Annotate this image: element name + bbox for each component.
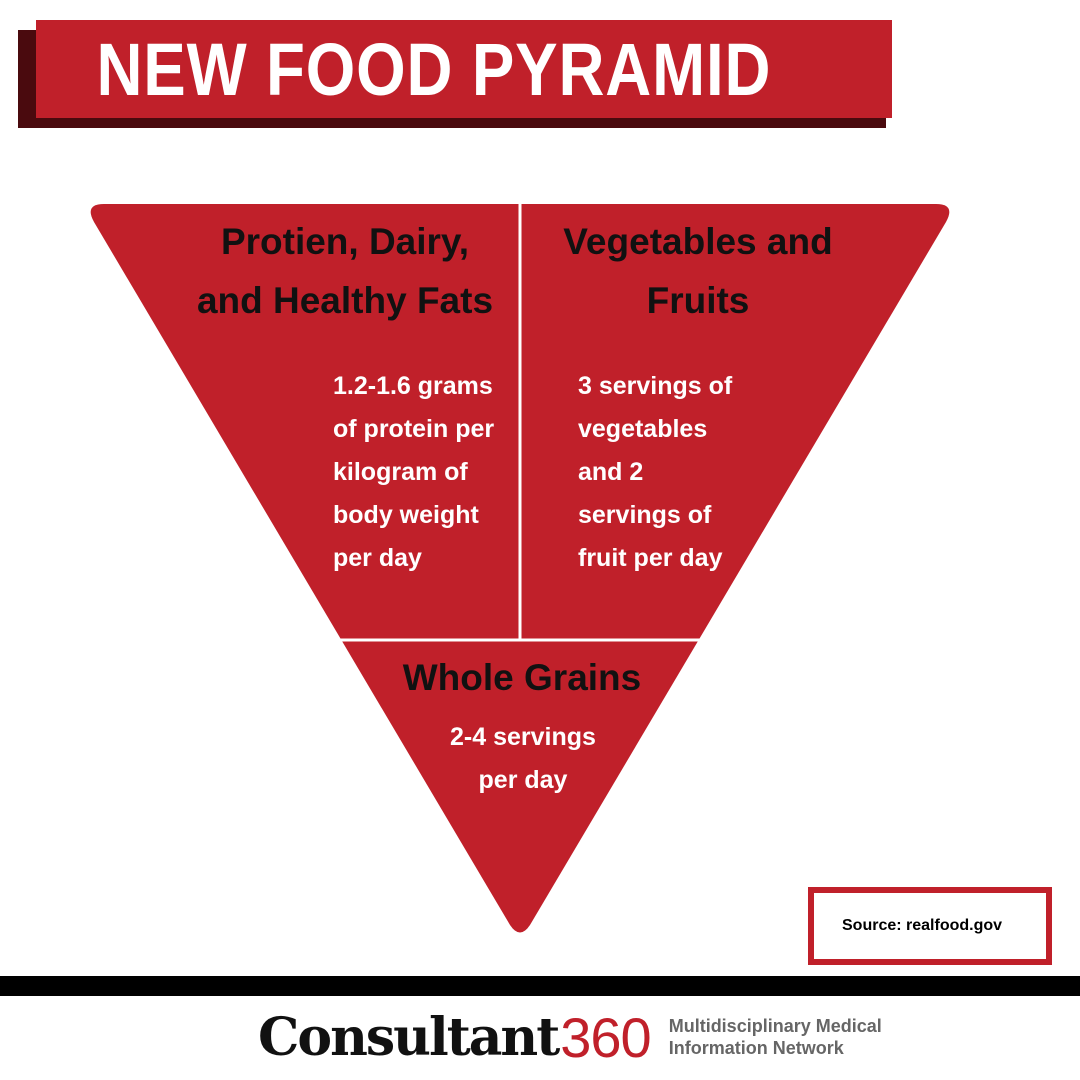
detail-line: per day <box>333 544 422 572</box>
section-whole-grains-detail: 2-4 servings per day <box>423 716 623 802</box>
label-line: and Healthy Fats <box>196 280 494 321</box>
section-vegetables-fruits-label: Vegetables and Fruits <box>548 212 848 330</box>
label-line: Vegetables and <box>563 221 833 262</box>
section-protein-dairy-fats-label: Protien, Dairy, and Healthy Fats <box>180 212 510 330</box>
section-protein-dairy-fats-detail: 1.2-1.6 grams of protein per kilogram of… <box>333 365 494 580</box>
detail-line: 3 servings of <box>578 372 733 400</box>
footer-divider-bar <box>0 976 1080 996</box>
title-banner <box>36 20 892 118</box>
brand-logo: Consultant 360 Multidisciplinary Medical… <box>258 1005 882 1069</box>
page-title: NEW FOOD PYRAMID <box>96 27 772 111</box>
detail-line: servings of <box>578 501 712 529</box>
tagline-line: Information Network <box>668 1038 844 1058</box>
detail-line: body weight <box>333 501 479 529</box>
source-box: Source: realfood.gov <box>808 887 1052 965</box>
detail-line: kilogram of <box>333 458 468 486</box>
detail-line: 1.2-1.6 grams <box>333 372 493 400</box>
brand-name: Consultant <box>258 1006 560 1068</box>
label-line: Fruits <box>646 280 750 321</box>
brand-tagline: Multidisciplinary Medical Information Ne… <box>669 1015 882 1059</box>
source-text: Source: realfood.gov <box>842 917 1003 934</box>
section-whole-grains-label: Whole Grains <box>372 648 672 707</box>
detail-line: and 2 <box>578 458 644 486</box>
label-line: Whole Grains <box>402 657 642 698</box>
brand-number: 360 <box>560 1005 651 1069</box>
tagline-line: Multidisciplinary Medical <box>668 1016 882 1036</box>
detail-line: per day <box>478 766 568 794</box>
label-line: Protien, Dairy, <box>220 221 470 262</box>
section-vegetables-fruits-detail: 3 servings of vegetables and 2 servings … <box>578 365 732 580</box>
detail-line: of protein per <box>333 415 495 443</box>
detail-line: fruit per day <box>578 544 723 572</box>
detail-line: 2-4 servings <box>450 723 596 751</box>
detail-line: vegetables <box>578 415 708 443</box>
